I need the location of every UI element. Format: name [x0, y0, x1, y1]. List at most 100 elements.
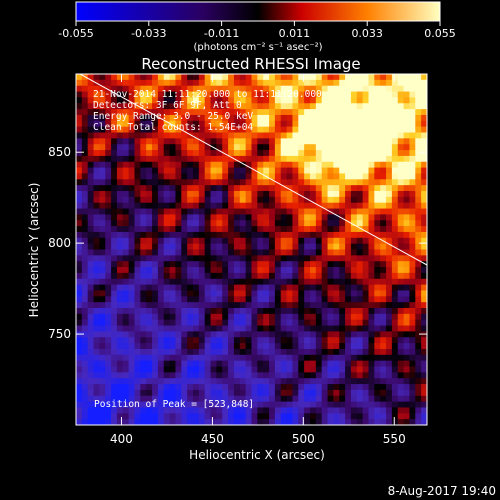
image-pixel	[198, 220, 206, 227]
image-pixel	[403, 202, 411, 210]
image-pixel	[350, 132, 358, 139]
image-pixel	[333, 337, 340, 344]
image-pixel	[210, 261, 217, 268]
image-pixel	[304, 161, 311, 169]
image-pixel	[391, 132, 399, 139]
image-pixel	[111, 126, 118, 134]
image-pixel	[228, 290, 235, 297]
image-pixel	[175, 85, 182, 93]
image-pixel	[257, 243, 264, 251]
image-pixel	[116, 366, 124, 373]
image-pixel	[163, 413, 171, 420]
image-pixel	[280, 226, 288, 233]
image-pixel	[374, 360, 381, 368]
image-pixel	[140, 290, 147, 297]
image-pixel	[193, 419, 200, 425]
image-pixel	[228, 337, 235, 344]
image-pixel	[327, 272, 334, 280]
image-pixel	[269, 389, 276, 397]
image-pixel	[257, 419, 264, 425]
image-pixel	[76, 191, 83, 198]
image-pixel	[386, 208, 393, 215]
image-pixel	[198, 413, 206, 420]
image-pixel	[105, 132, 112, 139]
image-pixel	[391, 114, 399, 122]
image-pixel	[204, 296, 212, 303]
image-pixel	[380, 74, 387, 81]
image-pixel	[239, 126, 247, 134]
image-pixel	[216, 302, 223, 309]
image-pixel	[403, 132, 411, 139]
image-pixel	[181, 173, 188, 180]
image-pixel	[105, 79, 112, 87]
image-pixel	[76, 79, 83, 87]
image-pixel	[263, 255, 270, 262]
image-pixel	[99, 179, 106, 186]
image-pixel	[210, 366, 217, 373]
image-pixel	[105, 302, 112, 309]
image-pixel	[210, 284, 217, 292]
image-pixel	[304, 167, 311, 175]
image-pixel	[251, 243, 258, 251]
image-pixel	[339, 144, 346, 151]
image-pixel	[140, 366, 147, 373]
image-pixel	[362, 278, 370, 286]
image-pixel	[169, 378, 177, 385]
image-pixel	[134, 214, 141, 221]
image-pixel	[175, 319, 182, 327]
image-pixel	[87, 389, 95, 397]
image-pixel	[280, 378, 288, 385]
image-pixel	[175, 267, 182, 274]
image-pixel	[105, 243, 112, 251]
image-pixel	[421, 378, 427, 385]
image-pixel	[321, 302, 329, 309]
image-pixel	[222, 319, 229, 327]
image-pixel	[345, 261, 352, 268]
image-pixel	[204, 85, 212, 93]
image-pixel	[128, 202, 136, 210]
image-pixel	[204, 360, 212, 368]
image-pixel	[368, 185, 375, 192]
image-pixel	[298, 325, 305, 332]
image-pixel	[105, 378, 112, 385]
image-pixel	[397, 237, 405, 245]
image-pixel	[304, 196, 311, 204]
image-pixel	[128, 79, 136, 87]
image-pixel	[76, 384, 83, 391]
image-pixel	[269, 91, 276, 98]
image-pixel	[397, 384, 405, 391]
image-pixel	[310, 132, 317, 139]
image-pixel	[415, 290, 422, 297]
image-pixel	[310, 120, 317, 128]
image-pixel	[175, 120, 182, 128]
image-pixel	[397, 202, 405, 210]
image-pixel	[280, 74, 288, 81]
image-pixel	[169, 79, 177, 87]
image-pixel	[122, 255, 130, 262]
image-pixel	[339, 319, 346, 327]
image-pixel	[263, 395, 270, 403]
image-pixel	[304, 343, 311, 350]
image-pixel	[397, 114, 405, 122]
image-pixel	[169, 308, 177, 315]
image-pixel	[76, 395, 83, 403]
image-pixel	[239, 378, 247, 385]
image-pixel	[280, 419, 288, 425]
image-pixel	[310, 226, 317, 233]
image-pixel	[362, 114, 370, 122]
image-pixel	[140, 325, 147, 332]
solar-limb-line	[79, 74, 427, 266]
image-pixel	[122, 372, 130, 379]
image-pixel	[163, 185, 171, 192]
image-pixel	[99, 173, 106, 180]
image-pixel	[421, 319, 427, 327]
image-pixel	[99, 79, 106, 87]
image-pixel	[187, 389, 194, 397]
image-pixel	[280, 243, 288, 251]
image-pixel	[339, 302, 346, 309]
image-pixel	[181, 231, 188, 239]
image-pixel	[345, 302, 352, 309]
image-pixel	[280, 267, 288, 274]
image-pixel	[140, 226, 147, 233]
image-pixel	[304, 267, 311, 274]
